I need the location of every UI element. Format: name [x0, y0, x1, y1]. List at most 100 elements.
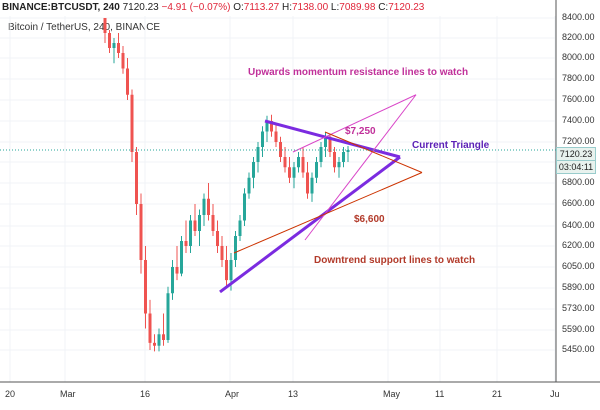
time-tick-label: Apr	[225, 389, 240, 399]
candle-body	[283, 157, 287, 168]
candle-body	[184, 241, 188, 246]
candle-body	[265, 121, 269, 132]
price-tick-label: 7600.00	[562, 94, 595, 104]
candle-body	[346, 150, 350, 152]
close-value: 7120.23	[388, 2, 425, 13]
candle-body	[220, 246, 224, 260]
price-change: −4.91 (−0.07%)	[161, 2, 231, 13]
candle-body	[144, 260, 147, 314]
candle-body	[162, 334, 165, 340]
candle-body	[216, 231, 219, 246]
candle-body	[157, 334, 161, 346]
candle-body	[126, 68, 129, 95]
candle-body	[103, 18, 107, 33]
triangle-upper-line	[264, 119, 401, 159]
price-6600-annotation: $6,600	[354, 214, 385, 225]
price-tick-label: 5890.00	[562, 282, 595, 292]
candle-body	[130, 94, 134, 152]
chart-header: BINANCE:BTCUSDT, 240 7120.23 −4.91 (−0.0…	[0, 0, 562, 16]
candle-body	[139, 204, 143, 260]
candle-body	[333, 152, 336, 168]
candle-body	[234, 236, 237, 260]
time-tick-label: 16	[140, 389, 151, 399]
candle-body	[328, 136, 332, 152]
candle-body	[252, 162, 255, 178]
candle-body	[153, 342, 156, 346]
candle-body	[171, 267, 174, 294]
candle-body	[202, 198, 206, 215]
close-label: C:	[378, 2, 389, 13]
price-7250-annotation: $7,250	[345, 126, 376, 137]
price-tick-label: 6600.00	[562, 198, 595, 208]
candle-body	[288, 167, 291, 178]
candle-body	[243, 193, 246, 221]
candle-body	[166, 293, 170, 340]
candle-body	[112, 43, 116, 48]
resistance-line-1	[292, 94, 417, 153]
price-tick-label: 6200.00	[562, 240, 595, 250]
low-label: L:	[330, 2, 340, 13]
candle-body	[301, 157, 305, 173]
price-tick-label: 8000.00	[562, 52, 595, 62]
price-tick-label: 8400.00	[562, 12, 595, 22]
candle-body	[342, 152, 345, 162]
candle-body	[324, 136, 327, 147]
candle-body	[274, 131, 278, 142]
candle-body	[247, 177, 251, 194]
candle-body	[117, 43, 120, 53]
candle-body	[121, 53, 125, 69]
resistance-line-2	[304, 94, 417, 241]
candle-body	[189, 220, 192, 246]
support-line-2	[324, 131, 423, 173]
candle-body	[310, 177, 314, 194]
candle-body	[238, 220, 242, 236]
candle-body	[180, 241, 183, 274]
candle-body	[256, 147, 260, 162]
candle-body	[193, 220, 197, 231]
candle-body	[175, 267, 179, 274]
candle-body	[148, 313, 152, 343]
candle-body	[261, 131, 264, 147]
price-tick-label: 5730.00	[562, 303, 595, 313]
time-tick-label: 11	[435, 389, 445, 399]
time-tick-label: Ju	[550, 389, 560, 399]
high-value: 7138.00	[291, 2, 329, 13]
time-tick-label: 13	[288, 389, 299, 399]
time-tick-label: 20	[5, 389, 16, 399]
price-tick-label: 6800.00	[562, 177, 595, 187]
candle-body	[319, 147, 323, 162]
high-label: H:	[281, 2, 292, 13]
price-tick-label: 7200.00	[562, 136, 595, 146]
candle-body	[270, 121, 273, 132]
candle-body	[207, 198, 210, 215]
candle-body	[229, 260, 233, 281]
price-tick-label: 7400.00	[562, 115, 595, 125]
price-tick-label: 7800.00	[562, 73, 595, 83]
open-label: O:	[233, 2, 244, 13]
low-value: 7089.98	[339, 2, 376, 13]
candle-body	[306, 172, 309, 194]
candle-body	[292, 167, 296, 178]
price-tick-label: 8200.00	[562, 32, 595, 42]
time-tick-label: May	[383, 389, 401, 399]
candle-body	[225, 260, 228, 281]
candle-body	[315, 162, 318, 178]
triangle-lower-line	[219, 155, 401, 294]
last-price: 7120.23	[122, 2, 159, 13]
price-tick-label: 6400.00	[562, 220, 595, 230]
support-line-1	[233, 172, 423, 254]
candle-body	[135, 152, 138, 204]
triangle-annotation: Current Triangle	[412, 140, 490, 151]
candle-body	[108, 33, 111, 48]
symbol-label[interactable]: BINANCE:BTCUSDT, 240	[2, 2, 120, 13]
open-value: 7113.27	[243, 2, 280, 13]
candle-body	[279, 142, 282, 157]
price-tick-label: 5590.00	[562, 324, 595, 334]
time-tick-label: Mar	[60, 389, 76, 399]
candle-countdown: 03:04:11	[556, 160, 596, 174]
candle-body	[337, 162, 341, 168]
chart-subtitle: Bitcoin / TetherUS, 240, BINANCE	[8, 22, 161, 33]
price-tick-label: 6050.00	[562, 261, 595, 271]
candle-body	[297, 157, 300, 168]
